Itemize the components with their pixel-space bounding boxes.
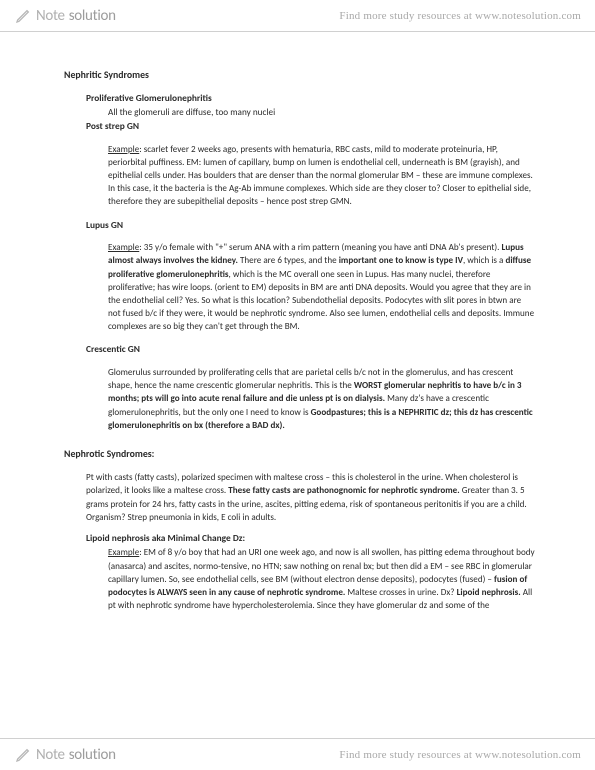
footer-bar: Notesolution Find more study resources a…: [0, 738, 595, 770]
brand-logo: Notesolution: [14, 7, 116, 25]
paragraph: Glomerulus surrounded by proliferating c…: [108, 366, 535, 432]
heading-3: Post strep GN: [86, 120, 535, 134]
heading-2: Crescentic GN: [86, 343, 535, 357]
document-body: Nephritic Syndromes Proliferative Glomer…: [0, 32, 595, 738]
header-bar: Notesolution Find more study resources a…: [0, 0, 595, 32]
heading-2: Lupus GN: [86, 219, 535, 233]
paragraph: Example: EM of 8 y/o boy that had an URI…: [108, 546, 535, 612]
brand-sub: solution: [69, 746, 116, 764]
footer-tagline: Find more study resources at www.notesol…: [339, 749, 581, 761]
brand-logo: Notesolution: [14, 746, 116, 764]
paragraph: Example: scarlet fever 2 weeks ago, pres…: [108, 143, 535, 209]
pencil-icon: [14, 746, 32, 764]
heading-1: Nephritic Syndromes: [64, 68, 535, 82]
paragraph: Pt with casts (fatty casts), polarized s…: [86, 471, 535, 524]
body-text: All the glomeruli are diffuse, too many …: [108, 106, 535, 119]
brand-sub: solution: [69, 7, 116, 25]
brand-main: Note: [36, 7, 65, 25]
heading-2: Proliferative Glomerulonephritis: [86, 92, 535, 106]
brand-main: Note: [36, 746, 65, 764]
paragraph: Example: 35 y/o female with "+" serum AN…: [108, 241, 535, 333]
heading-2: Lipoid nephrosis aka Minimal Change Dz:: [86, 532, 535, 546]
heading-1: Nephrotic Syndromes:: [64, 447, 535, 461]
pencil-icon: [14, 7, 32, 25]
header-tagline: Find more study resources at www.notesol…: [339, 10, 581, 22]
